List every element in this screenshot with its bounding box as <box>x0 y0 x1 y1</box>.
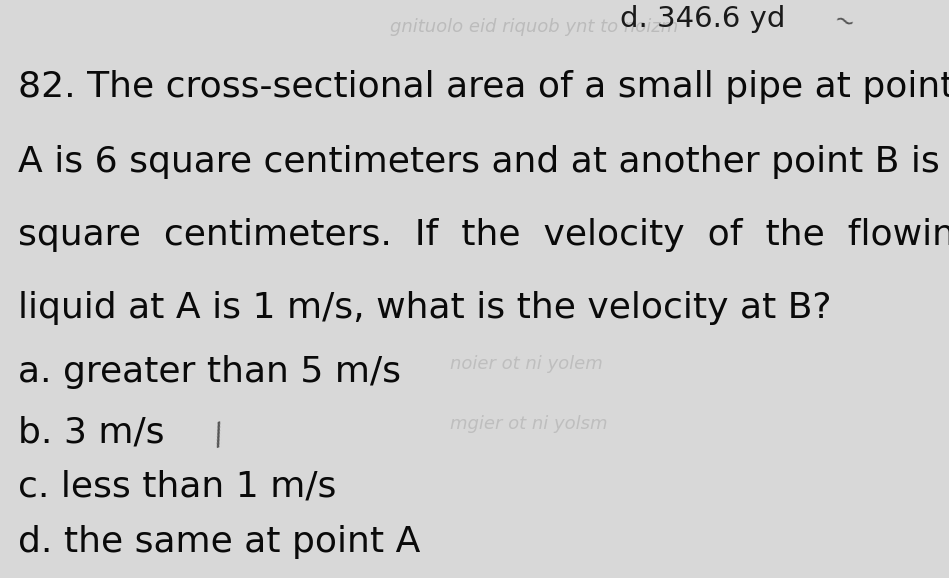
Text: square  centimeters.  If  the  velocity  of  the  flowing: square centimeters. If the velocity of t… <box>18 218 949 252</box>
Text: c. less than 1 m/s: c. less than 1 m/s <box>18 470 336 504</box>
Text: mgier ot ni yolsm: mgier ot ni yolsm <box>450 415 607 433</box>
Text: gnituolo eid riquob ynt to noizm: gnituolo eid riquob ynt to noizm <box>390 18 679 36</box>
Text: ~: ~ <box>830 8 858 38</box>
Text: noier ot ni yolem: noier ot ni yolem <box>450 355 603 373</box>
Text: d. 346.6 yd: d. 346.6 yd <box>620 5 786 33</box>
Text: /: / <box>210 420 228 451</box>
Text: 82. The cross-sectional area of a small pipe at point: 82. The cross-sectional area of a small … <box>18 70 949 104</box>
Text: liquid at A is 1 m/s, what is the velocity at B?: liquid at A is 1 m/s, what is the veloci… <box>18 291 831 325</box>
Text: A is 6 square centimeters and at another point B is 2: A is 6 square centimeters and at another… <box>18 145 949 179</box>
Text: d. the same at point A: d. the same at point A <box>18 525 420 559</box>
Text: b. 3 m/s: b. 3 m/s <box>18 415 164 449</box>
Text: a. greater than 5 m/s: a. greater than 5 m/s <box>18 355 401 389</box>
